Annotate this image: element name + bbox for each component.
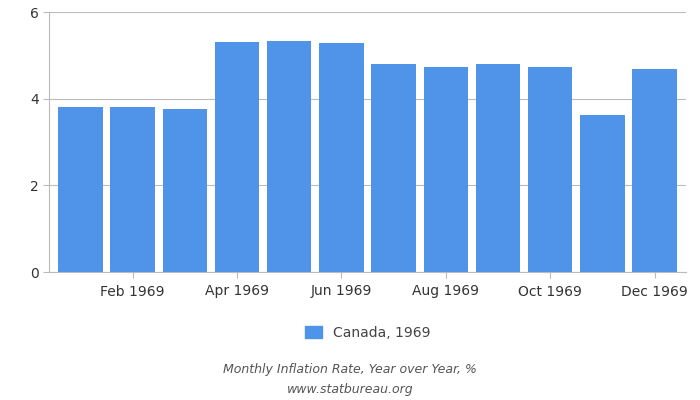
Bar: [319, 43, 363, 272]
Bar: [58, 107, 102, 272]
Bar: [580, 115, 624, 272]
Bar: [111, 107, 155, 272]
Bar: [424, 68, 468, 272]
Bar: [476, 64, 520, 272]
Legend: Canada, 1969: Canada, 1969: [305, 326, 430, 340]
Text: www.statbureau.org: www.statbureau.org: [287, 384, 413, 396]
Bar: [162, 109, 207, 272]
Bar: [528, 68, 573, 272]
Text: Monthly Inflation Rate, Year over Year, %: Monthly Inflation Rate, Year over Year, …: [223, 364, 477, 376]
Bar: [215, 42, 259, 272]
Bar: [372, 64, 416, 272]
Bar: [267, 42, 312, 272]
Bar: [633, 69, 677, 272]
